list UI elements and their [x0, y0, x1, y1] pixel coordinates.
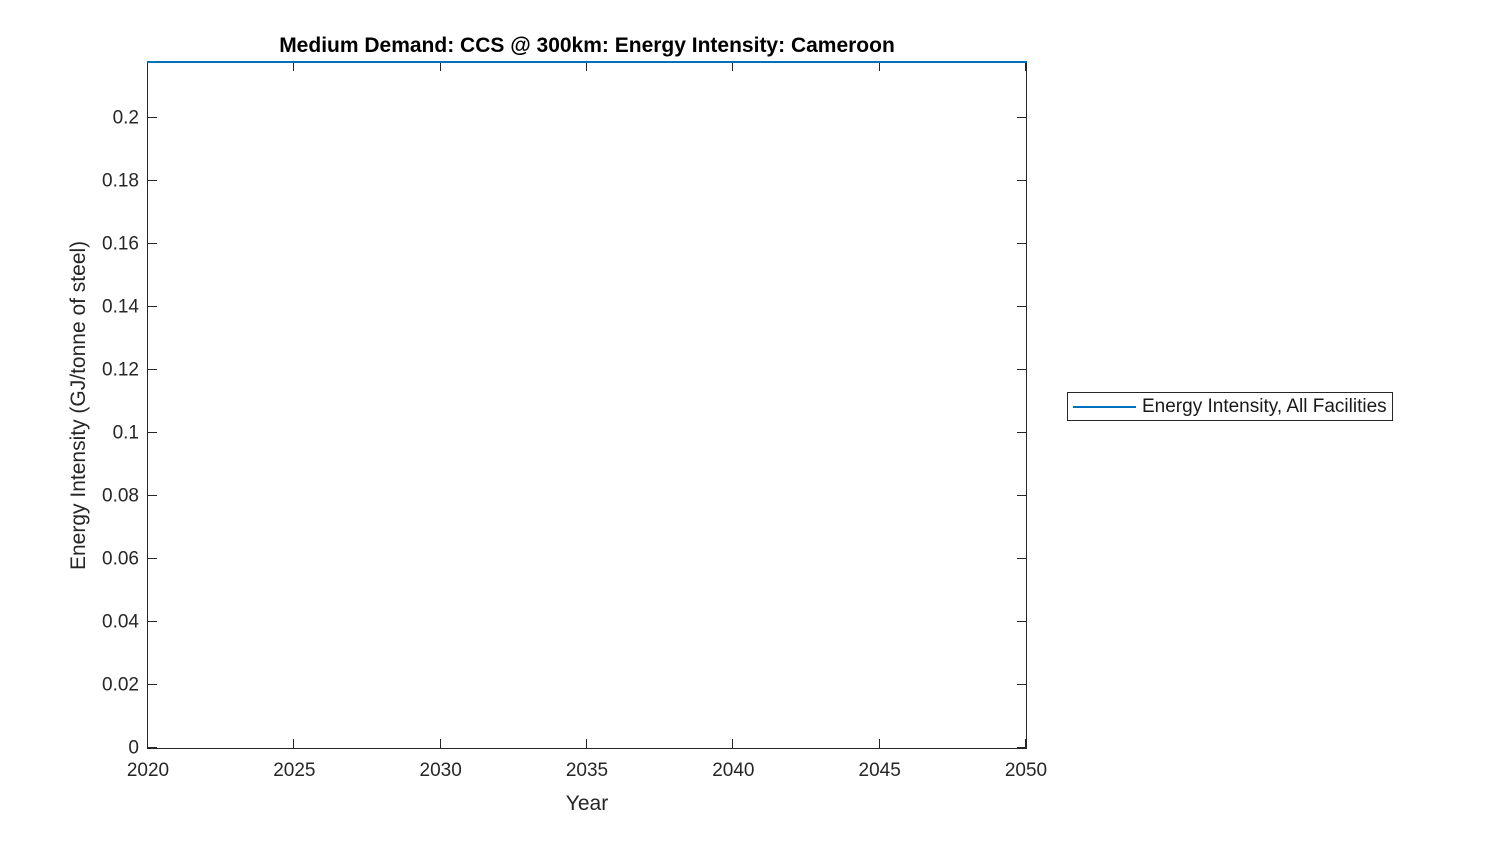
- y-tick-mark: [1017, 242, 1026, 244]
- x-tick-mark: [439, 62, 441, 71]
- chart-title: Medium Demand: CCS @ 300km: Energy Inten…: [279, 34, 895, 57]
- x-tick-mark: [147, 62, 148, 71]
- y-tick-mark: [1017, 557, 1026, 559]
- legend-line-sample: [1073, 405, 1136, 408]
- x-tick-mark: [1025, 739, 1026, 748]
- y-tick-mark: [1017, 116, 1026, 118]
- y-tick-mark: [148, 179, 157, 181]
- x-tick-mark: [147, 739, 148, 748]
- y-tick-label: 0.18: [102, 170, 139, 192]
- x-tick-label: 2050: [1004, 760, 1048, 781]
- x-tick-mark: [586, 739, 587, 748]
- y-tick-label: 0.1: [112, 422, 139, 444]
- legend: Energy Intensity, All Facilities: [1067, 392, 1393, 421]
- y-tick-label: 0.2: [112, 107, 139, 129]
- y-tick-mark: [1017, 431, 1026, 433]
- y-tick-label: 0.04: [102, 611, 139, 633]
- y-tick-label: 0.02: [102, 674, 139, 696]
- x-tick-label: 2030: [419, 760, 462, 781]
- x-tick-mark: [1025, 62, 1026, 71]
- energy-intensity-line: [147, 61, 1027, 63]
- y-tick-mark: [148, 683, 157, 685]
- y-tick-mark: [148, 431, 157, 433]
- x-tick-mark: [732, 739, 734, 748]
- y-tick-mark: [148, 305, 157, 307]
- y-tick-label: 0.14: [102, 296, 139, 318]
- x-tick-label: 2045: [858, 760, 901, 781]
- y-tick-label: 0.12: [102, 359, 139, 381]
- y-tick-mark: [1017, 368, 1026, 370]
- y-tick-label: 0.06: [102, 548, 139, 570]
- x-tick-label: 2025: [273, 760, 316, 781]
- x-tick-mark: [439, 739, 441, 748]
- x-tick-mark: [293, 739, 295, 748]
- x-tick-mark: [878, 739, 880, 748]
- y-tick-mark: [148, 368, 157, 370]
- y-tick-mark: [148, 494, 157, 496]
- y-tick-label: 0.08: [102, 485, 139, 507]
- y-tick-mark: [148, 747, 157, 748]
- x-tick-label: 2020: [126, 760, 170, 781]
- y-tick-label: 0: [128, 737, 139, 759]
- x-tick-mark: [586, 62, 587, 71]
- x-tick-mark: [293, 62, 295, 71]
- y-tick-mark: [148, 242, 157, 244]
- y-tick-mark: [1017, 620, 1026, 622]
- y-tick-label: 0.16: [102, 233, 139, 255]
- x-tick-label: 2040: [712, 760, 755, 781]
- x-tick-label: 2035: [565, 760, 609, 781]
- y-tick-mark: [1017, 494, 1026, 496]
- y-tick-mark: [148, 116, 157, 118]
- y-axis-label: Energy Intensity (GJ/tonne of steel): [67, 240, 90, 570]
- y-tick-mark: [1017, 747, 1026, 748]
- plot-area: 2020 2025 2030 2035 2040 2045 2050 0 0.02 0.04 0.0…: [102, 61, 1047, 780]
- y-tick-mark: [148, 557, 157, 559]
- y-tick-mark: [1017, 179, 1026, 181]
- y-tick-mark: [1017, 683, 1026, 685]
- x-axis-label: Year: [565, 792, 609, 815]
- y-tick-mark: [1017, 305, 1026, 307]
- x-tick-mark: [732, 62, 734, 71]
- x-tick-mark: [878, 62, 880, 71]
- legend-label: Energy Intensity, All Facilities: [1142, 395, 1387, 417]
- y-tick-mark: [148, 620, 157, 622]
